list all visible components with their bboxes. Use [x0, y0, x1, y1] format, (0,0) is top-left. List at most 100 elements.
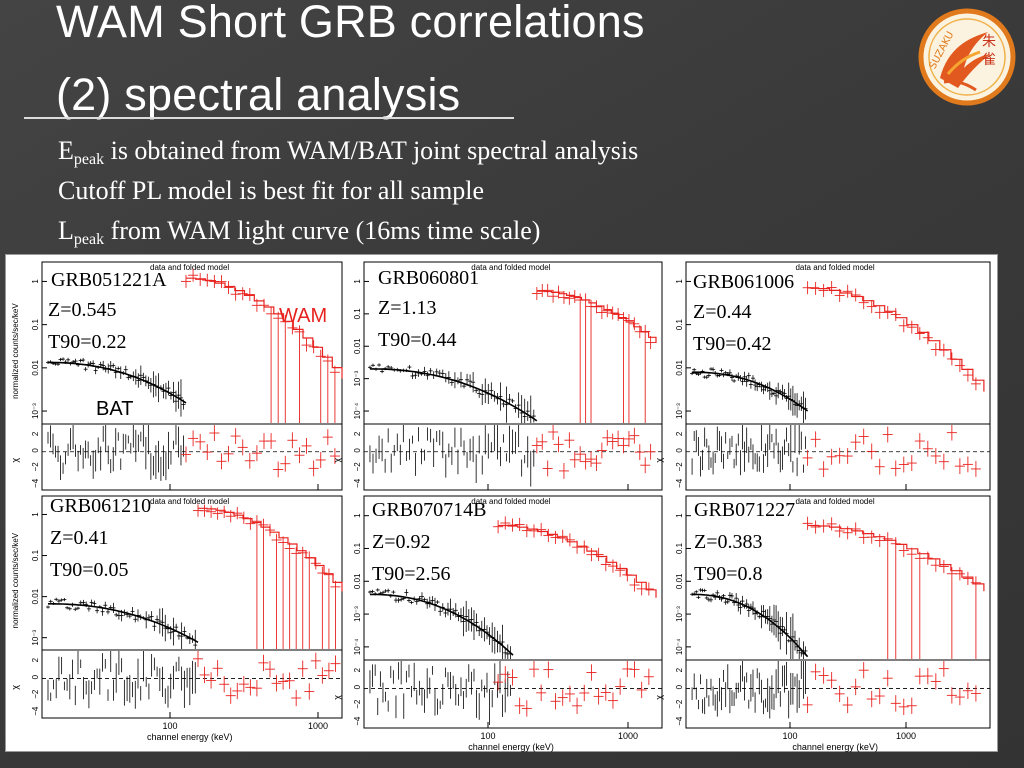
panel5-xtick: 1000 — [618, 731, 638, 741]
panel2-ytick: 0.01 — [353, 338, 362, 354]
panel4-grb: GRB061210 — [50, 495, 152, 517]
panel6-residual-frame — [685, 659, 991, 729]
panel5-wam-model-line — [498, 524, 657, 598]
panel1-ytick: 1 — [31, 279, 40, 284]
panel3-plot-title: data and folded model — [795, 263, 874, 272]
panel5-xtick: 100 — [480, 731, 495, 741]
panel4-xtick: 1000 — [308, 721, 328, 731]
panel5-chi-label: χ — [332, 695, 342, 700]
wam-label: WAM — [279, 305, 328, 327]
panel6-z: Z=0.383 — [694, 531, 763, 553]
panel5-ytick: 10⁻³ — [353, 606, 362, 622]
panel6-xlabel: channel energy (keV) — [792, 742, 878, 752]
panel4-z: Z=0.41 — [50, 527, 109, 549]
panel3-t90: T90=0.42 — [693, 333, 772, 355]
panel6-ytick: 10⁻³ — [675, 606, 684, 622]
panel2-plot-title: data and folded model — [471, 263, 550, 272]
bullet-lpeak: Lpeak from WAM light curve (16ms time sc… — [58, 216, 541, 248]
panel3-resid-ytick: 2 — [675, 431, 684, 436]
panel1-chi-label: χ — [10, 458, 20, 463]
panel4-wam-model-line — [198, 507, 343, 592]
panel1-grb: GRB051221A — [51, 269, 167, 291]
panel2-ytick: 10⁻³ — [353, 370, 362, 386]
slide-title-line1: WAM Short GRB correlations — [56, 0, 645, 47]
panel5-bat-model-line — [370, 593, 514, 656]
bat-label: BAT — [96, 398, 134, 420]
panel4-resid-ytick: 2 — [31, 657, 40, 662]
panel3-bat-model-line — [692, 371, 809, 412]
panel3-resid-ytick: −2 — [675, 462, 684, 472]
panel2-resid-ytick: 0 — [353, 448, 362, 453]
panel2-resid-ytick: 2 — [353, 431, 362, 436]
bullet-epeak-main: E — [58, 136, 74, 165]
panel1-ylabel: normalized counts/sec/keV — [11, 303, 20, 399]
panel1-resid-ytick: 0 — [31, 448, 40, 453]
panel3-ytick: 0.1 — [675, 319, 684, 331]
panel5-ytick: 0.1 — [353, 542, 362, 554]
panel6-xtick: 1000 — [896, 731, 916, 741]
panel4-ytick: 1 — [31, 512, 40, 517]
panel4-resid-ytick: −2 — [31, 689, 40, 699]
panel3-residual-frame — [685, 423, 991, 491]
bullet-lpeak-rest: from WAM light curve (16ms time scale) — [104, 216, 541, 245]
svg-text:朱: 朱 — [982, 34, 996, 50]
panel6-t90: T90=0.8 — [694, 563, 763, 585]
slide-title-line2: (2) spectral analysis — [56, 69, 461, 120]
panel4-xtick: 100 — [162, 721, 177, 731]
panel2-t90: T90=0.44 — [378, 329, 457, 351]
panel3-wam-model-line — [807, 287, 985, 392]
panel5-resid-ytick: −4 — [353, 716, 362, 726]
panel2-z: Z=1.13 — [378, 297, 437, 319]
panel6-ytick: 0.01 — [675, 573, 684, 589]
bullet-epeak-rest: is obtained from WAM/BAT joint spectral … — [104, 136, 639, 165]
panel6-resid-ytick: −2 — [675, 699, 684, 709]
spectral-figure — [5, 254, 998, 752]
panel6-ytick: 1 — [675, 513, 684, 518]
bullet-epeak-sub: peak — [73, 151, 105, 168]
panel3-z: Z=0.44 — [693, 301, 752, 323]
panel6-ytick: 10⁻⁴ — [675, 638, 684, 655]
bullet-epeak: Epeak is obtained from WAM/BAT joint spe… — [58, 136, 639, 168]
panel5-z: Z=0.92 — [372, 531, 431, 553]
panel4-xlabel: channel energy (keV) — [147, 732, 233, 742]
panel5-ytick: 0.01 — [353, 573, 362, 589]
panel5-plot-title: data and folded model — [471, 497, 550, 506]
panel1-resid-ytick: 2 — [31, 431, 40, 436]
panel4-ylabel: normalized counts/sec/keV — [11, 532, 20, 628]
panel5-resid-ytick: −2 — [353, 699, 362, 709]
panel3-resid-ytick: −4 — [675, 478, 684, 488]
panel5-grb: GRB070714B — [372, 499, 487, 521]
panel2-wam-model-line — [536, 290, 657, 343]
panel1-ytick: 0.1 — [31, 319, 40, 331]
panel5-ytick: 1 — [353, 513, 362, 518]
panel2-resid-ytick: −4 — [353, 478, 362, 488]
panel6-chi-label: χ — [654, 695, 664, 700]
panel4-ytick: 0.01 — [31, 588, 40, 604]
panel4-t90: T90=0.05 — [50, 559, 129, 581]
panel5-resid-ytick: 2 — [353, 667, 362, 672]
panel2-chi-label: χ — [332, 458, 342, 463]
panel1-bat-model-line — [47, 361, 187, 404]
panel6-grb: GRB071227 — [694, 499, 796, 521]
bullet-cutoff: Cutoff PL model is best fit for all samp… — [58, 176, 484, 206]
panel3-resid-ytick: 0 — [675, 448, 684, 453]
panel6-resid-ytick: 0 — [675, 684, 684, 689]
panel5-resid-ytick: 0 — [353, 684, 362, 689]
panel1-z: Z=0.545 — [48, 299, 117, 321]
title-underline — [24, 117, 514, 119]
svg-text:雀: 雀 — [982, 52, 996, 68]
panel2-ytick: 1 — [353, 279, 362, 284]
panel4-residual-frame — [41, 649, 343, 719]
panel2-grb: GRB060801 — [378, 267, 480, 289]
panel3-grb: GRB061006 — [693, 271, 795, 293]
panel1-t90: T90=0.22 — [48, 331, 127, 353]
panel2-bat-model-line — [370, 368, 538, 422]
bullet-cutoff-main: Cutoff PL model is best fit for all samp… — [58, 176, 485, 205]
panel2-resid-ytick: −2 — [353, 462, 362, 472]
panel3-ytick: 0.01 — [675, 360, 684, 376]
panel4-resid-ytick: −4 — [31, 706, 40, 716]
panel1-ytick: 0.01 — [31, 360, 40, 376]
panel6-ytick: 0.1 — [675, 542, 684, 554]
panel5-t90: T90=2.56 — [372, 563, 451, 585]
